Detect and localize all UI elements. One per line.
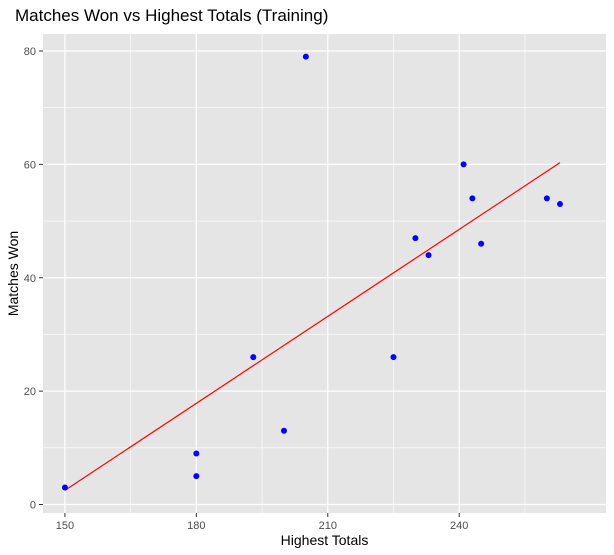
x-tick-label: 150 <box>56 520 74 532</box>
major-gridlines <box>43 34 606 513</box>
regression-line <box>64 162 561 491</box>
y-tick-label: 20 <box>24 386 36 398</box>
data-point <box>193 450 200 457</box>
y-axis: 0 20 40 60 80 <box>24 46 43 511</box>
data-point <box>302 53 309 60</box>
x-axis: 150 180 210 240 <box>56 513 468 532</box>
fit-line-layer <box>64 162 561 491</box>
data-point <box>412 235 419 242</box>
x-tick-label: 180 <box>187 520 205 532</box>
data-point <box>193 473 200 480</box>
data-point <box>556 201 563 208</box>
data-point <box>469 195 476 202</box>
x-tick-label: 210 <box>319 520 337 532</box>
plot-panel <box>43 34 606 513</box>
data-point <box>250 354 257 361</box>
x-axis-title: Highest Totals <box>281 532 369 548</box>
y-tick-label: 0 <box>30 499 36 511</box>
data-point <box>460 161 467 168</box>
data-point <box>390 354 397 361</box>
data-point <box>61 484 68 491</box>
data-point <box>425 252 432 259</box>
chart-title: Matches Won vs Highest Totals (Training) <box>15 6 328 25</box>
y-axis-title: Matches Won <box>5 231 21 316</box>
data-point <box>280 427 287 434</box>
data-point <box>543 195 550 202</box>
minor-gridlines <box>43 34 606 513</box>
y-tick-label: 60 <box>24 159 36 171</box>
points-layer <box>61 53 563 491</box>
y-tick-label: 40 <box>24 273 36 285</box>
data-point <box>478 240 485 247</box>
y-tick-label: 80 <box>24 46 36 58</box>
x-tick-label: 240 <box>450 520 468 532</box>
